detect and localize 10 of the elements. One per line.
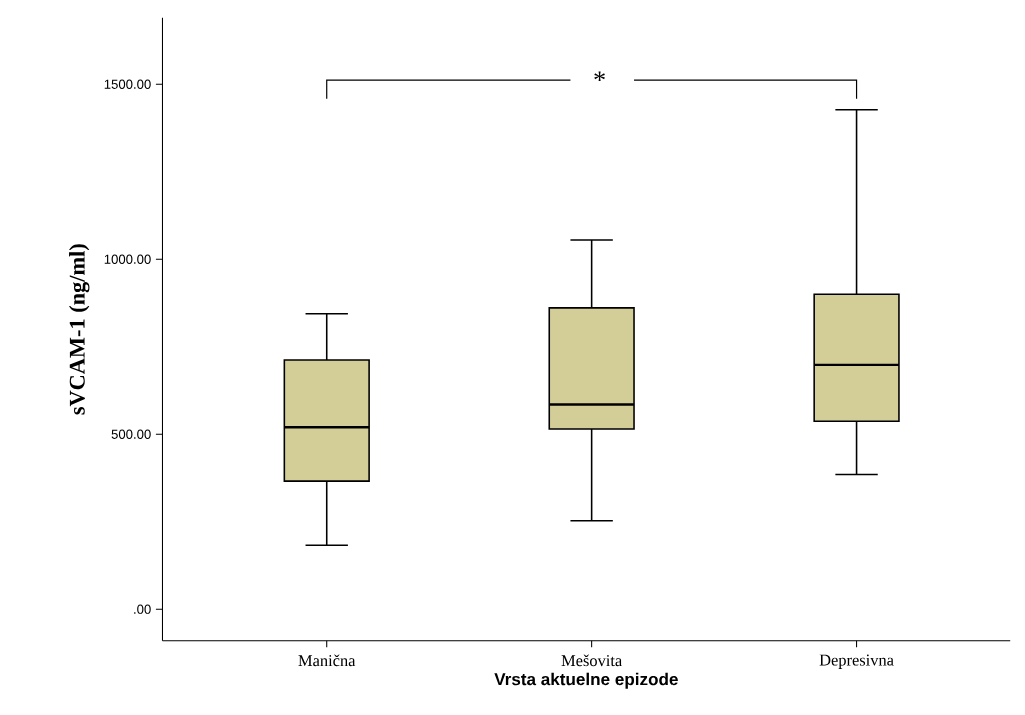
x-tick-label: Mešovita [561, 654, 622, 667]
y-axis-title: sVCAM-1 (ng/ml) [69, 244, 90, 415]
annotation: * [594, 71, 605, 82]
x-axis-title: Vrsta aktuelne epizode [494, 672, 678, 689]
y-tick-label: .00 [134, 604, 151, 615]
y-tick-label: 1000.00 [104, 254, 151, 265]
x-tick-label: Depresivna [819, 654, 894, 670]
x-tick-label: Manična [298, 654, 356, 667]
y-tick-label: 500.00 [111, 429, 151, 440]
y-tick-label: 1500.00 [104, 79, 151, 90]
